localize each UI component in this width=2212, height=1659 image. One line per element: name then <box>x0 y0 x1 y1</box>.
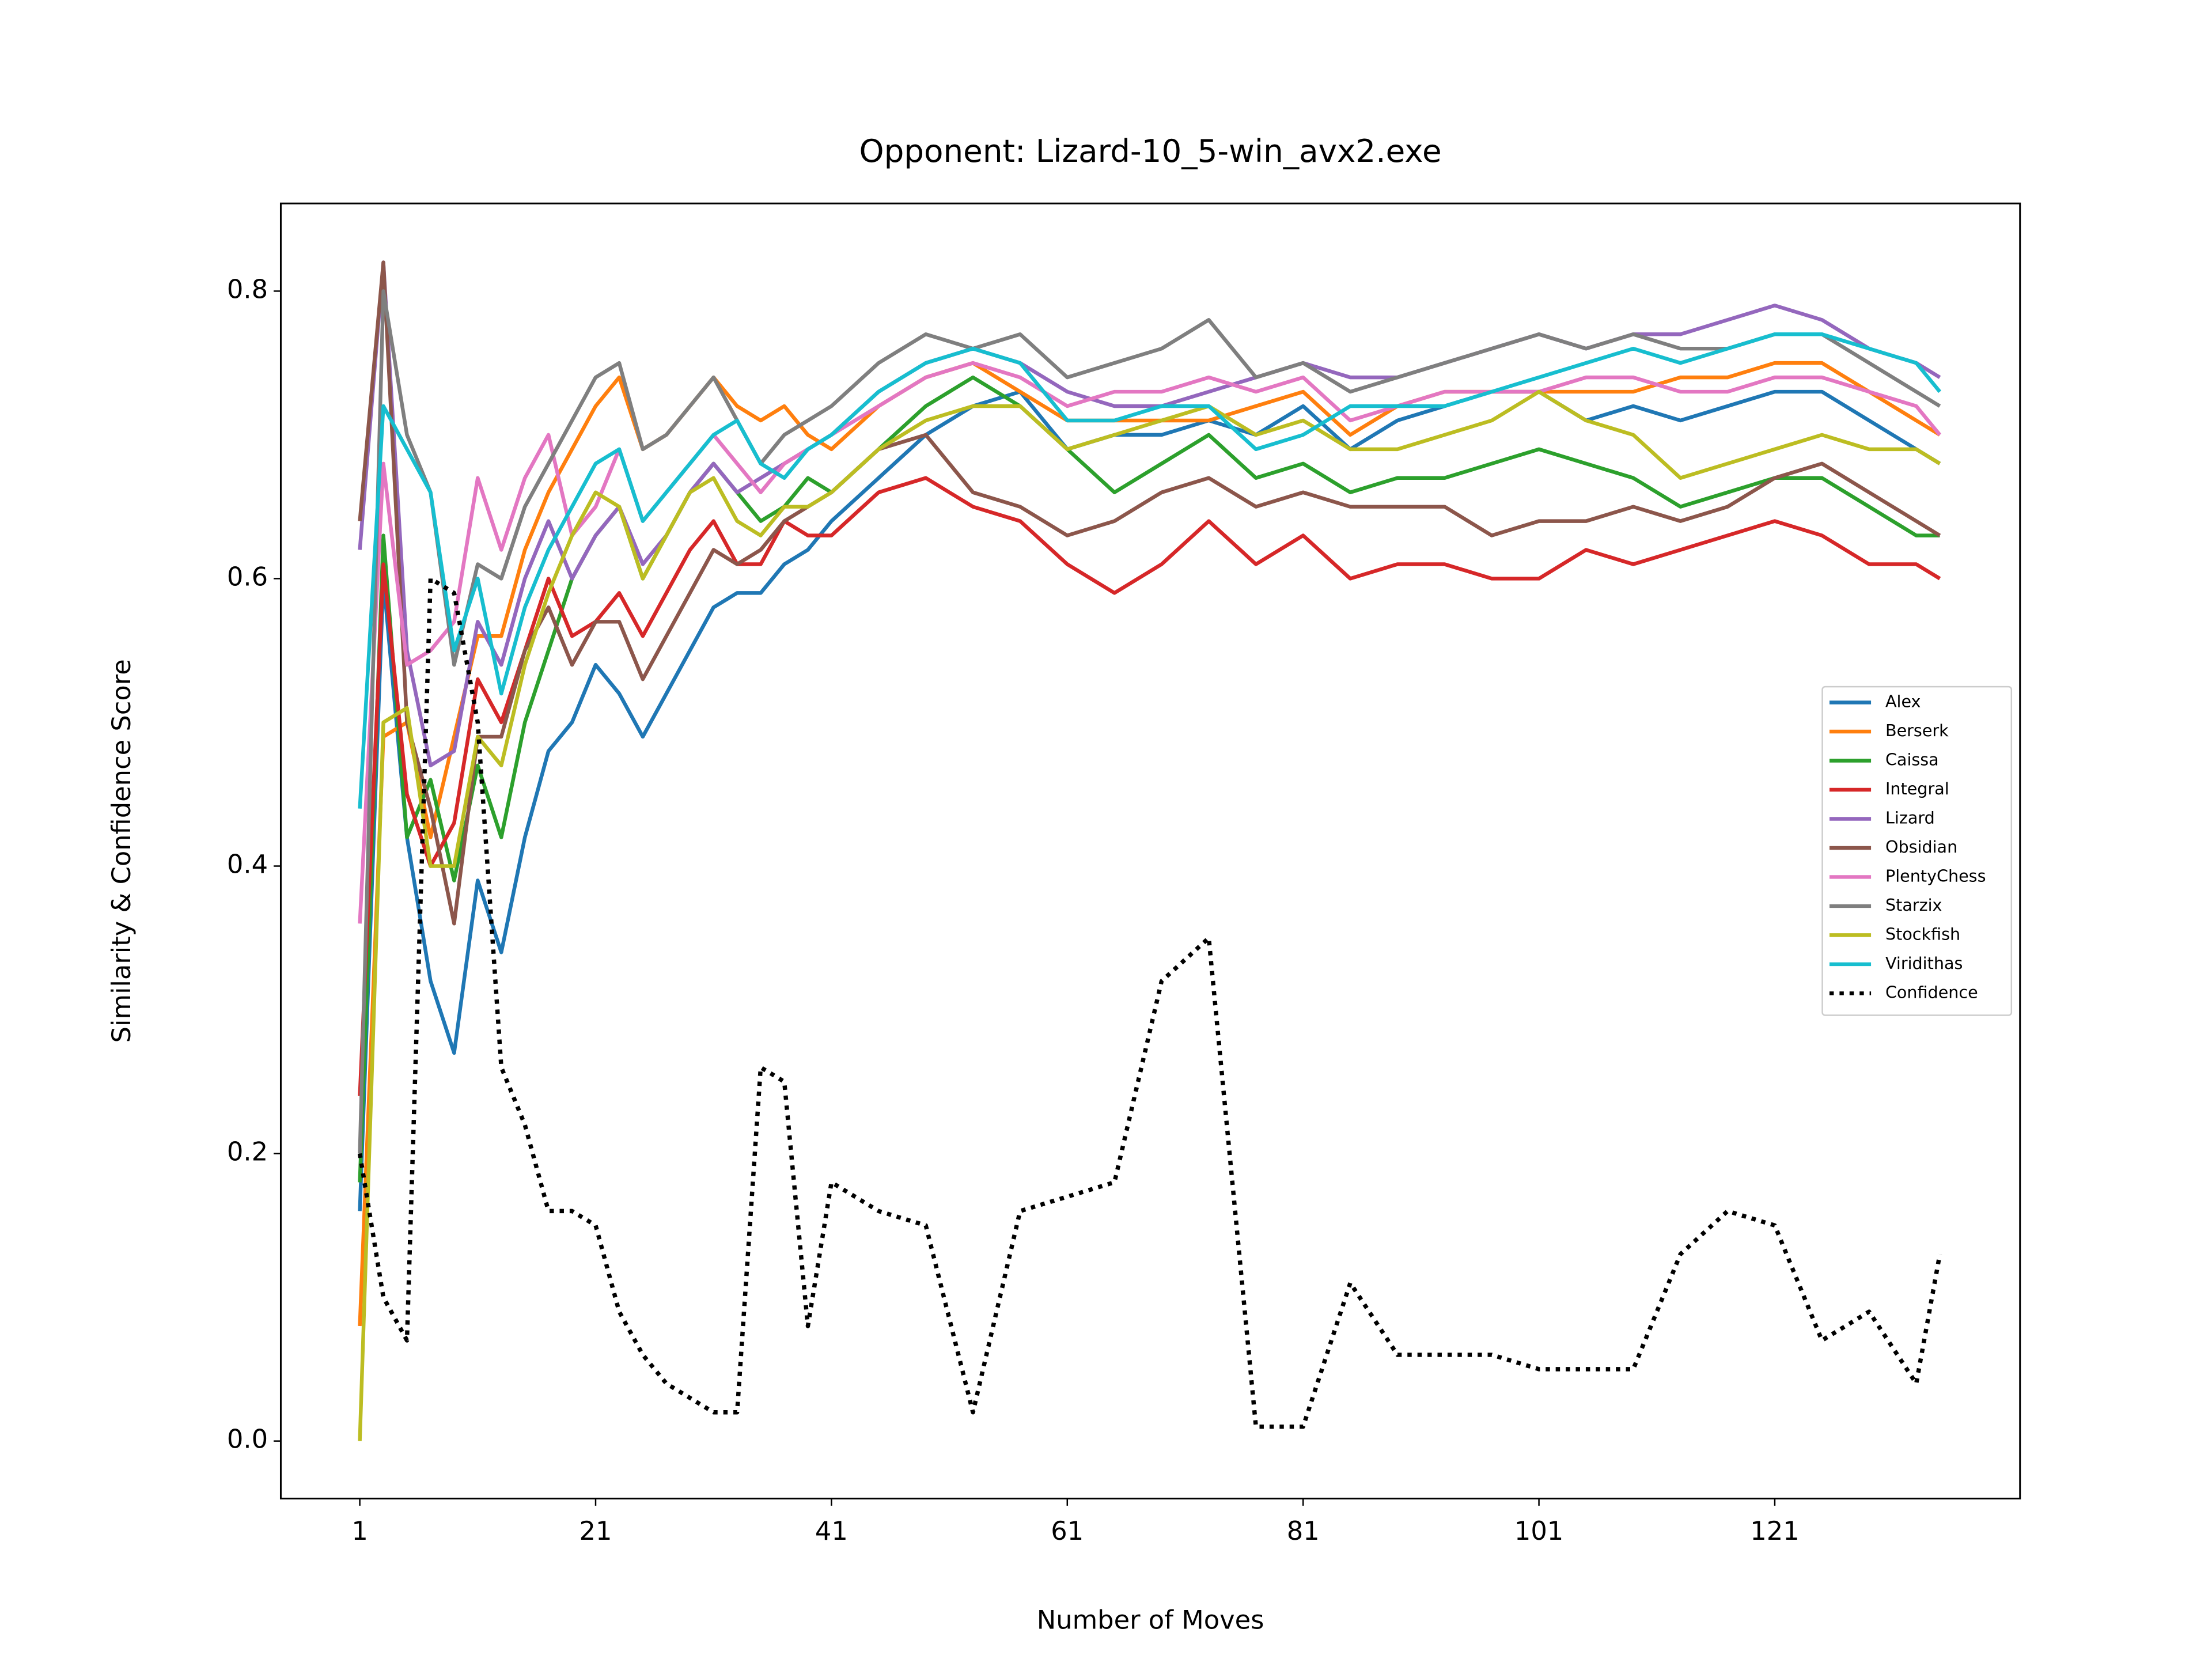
y-tick-label: 0.4 <box>227 849 268 880</box>
series-line <box>358 289 1941 1154</box>
series-line <box>358 361 1942 924</box>
x-tick-label: 121 <box>1750 1516 1799 1546</box>
legend-label: Obsidian <box>1885 837 1957 857</box>
legend-label: Berserk <box>1885 721 1949 740</box>
x-tick-label: 81 <box>1287 1516 1320 1546</box>
legend-label: PlentyChess <box>1885 866 1986 885</box>
legend-box <box>1821 685 2013 1016</box>
legend-label: Lizard <box>1885 808 1935 827</box>
series-line <box>358 260 1941 926</box>
legend-label: Alex <box>1885 692 1921 711</box>
y-tick-label: 0.8 <box>227 274 268 304</box>
series-line <box>358 476 1941 1096</box>
legend-label: Caissa <box>1885 749 1939 769</box>
x-tick-label: 1 <box>351 1516 368 1546</box>
x-tick-label: 61 <box>1051 1516 1084 1546</box>
y-tick-label: 0.0 <box>227 1424 268 1455</box>
series-line <box>358 332 1942 809</box>
chart-title: Opponent: Lizard-10_5-win_avx2.exe <box>859 132 1442 169</box>
series-line <box>358 389 1941 1441</box>
y-tick-label: 0.6 <box>227 561 268 592</box>
x-tick-label: 21 <box>579 1516 612 1546</box>
legend-label: Stockfish <box>1885 924 1960 944</box>
y-axis-label: Similarity & Confidence Score <box>106 659 137 1043</box>
x-tick-label: 41 <box>815 1516 848 1546</box>
x-axis-label: Number of Moves <box>1037 1604 1264 1635</box>
legend-label: Starzix <box>1885 895 1942 915</box>
x-tick-label: 101 <box>1514 1516 1563 1546</box>
series-line <box>357 576 1942 1429</box>
legend-label: Confidence <box>1885 982 1978 1002</box>
legend-label: Viridithas <box>1885 953 1963 973</box>
series-line <box>358 375 1940 1183</box>
plot-frame <box>279 202 2021 1499</box>
legend-label: Integral <box>1885 779 1949 798</box>
y-tick-label: 0.2 <box>227 1137 268 1167</box>
